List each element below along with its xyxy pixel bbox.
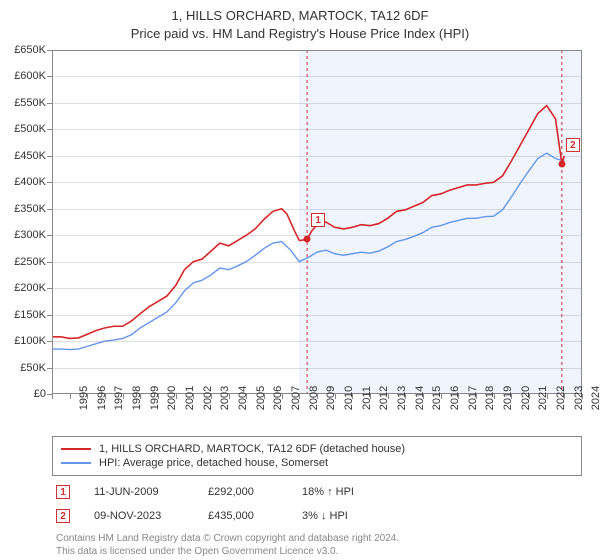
legend-label: HPI: Average price, detached house, Some… (99, 457, 328, 469)
price-point-price: £292,000 (208, 486, 278, 498)
legend-swatch (61, 448, 91, 450)
x-tick-label: 2025 (582, 386, 600, 410)
y-tick-label: £250K (14, 256, 46, 268)
y-tick-label: £400K (14, 176, 46, 188)
legend-swatch (61, 462, 91, 464)
y-tick-label: £150K (14, 309, 46, 321)
legend-item: HPI: Average price, detached house, Some… (61, 457, 573, 469)
y-tick-label: £650K (14, 44, 46, 56)
price-point-label: 1 (311, 213, 325, 227)
price-point-dot (304, 236, 311, 243)
price-point-hpi: 18% ↑ HPI (302, 486, 382, 498)
price-point-id: 2 (56, 509, 70, 523)
y-tick-label: £200K (14, 282, 46, 294)
price-point-label: 2 (566, 138, 580, 152)
legend-item: 1, HILLS ORCHARD, MARTOCK, TA12 6DF (det… (61, 443, 573, 455)
y-tick-label: £600K (14, 70, 46, 82)
price-point-date: 09-NOV-2023 (94, 510, 184, 522)
chart-subtitle: Price paid vs. HM Land Registry's House … (0, 26, 600, 41)
price-point-row: 2 09-NOV-2023 £435,000 3% ↓ HPI (56, 504, 382, 528)
y-tick-label: £350K (14, 203, 46, 215)
y-tick-label: £550K (14, 97, 46, 109)
attribution-line-2: This data is licensed under the Open Gov… (56, 545, 399, 558)
y-tick-label: £50K (20, 362, 46, 374)
legend-label: 1, HILLS ORCHARD, MARTOCK, TA12 6DF (det… (99, 443, 405, 455)
y-tick-label: £300K (14, 229, 46, 241)
price-point-date: 11-JUN-2009 (94, 486, 184, 498)
price-point-dot (558, 160, 565, 167)
price-point-hpi: 3% ↓ HPI (302, 510, 382, 522)
y-tick-label: £500K (14, 123, 46, 135)
price-points-table: 1 11-JUN-2009 £292,000 18% ↑ HPI 2 09-NOV-202… (56, 480, 382, 528)
price-point-row: 1 11-JUN-2009 £292,000 18% ↑ HPI (56, 480, 382, 504)
y-tick-label: £100K (14, 335, 46, 347)
data-attribution: Contains HM Land Registry data © Crown c… (56, 532, 399, 558)
legend: 1, HILLS ORCHARD, MARTOCK, TA12 6DF (det… (52, 436, 582, 476)
chart-title: 1, HILLS ORCHARD, MARTOCK, TA12 6DF (0, 8, 600, 23)
plot-area: £0£50K£100K£150K£200K£250K£300K£350K£400… (52, 50, 582, 394)
chart-container: { "title": "1, HILLS ORCHARD, MARTOCK, T… (0, 0, 600, 560)
y-tick-label: £0 (34, 388, 46, 400)
y-tick-label: £450K (14, 150, 46, 162)
price-point-price: £435,000 (208, 510, 278, 522)
price-point-id: 1 (56, 485, 70, 499)
attribution-line-1: Contains HM Land Registry data © Crown c… (56, 532, 399, 545)
